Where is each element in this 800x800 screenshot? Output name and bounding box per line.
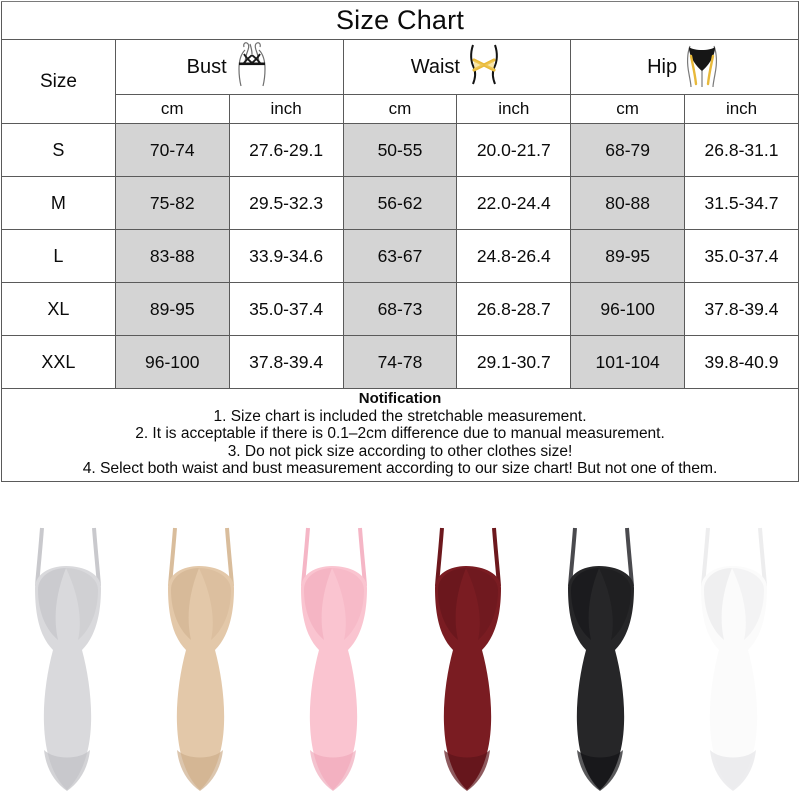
row-bust-in: 29.5-32.3	[228, 176, 344, 230]
row-size: XXL	[1, 335, 116, 389]
notification-item-4: 4. Select both waist and bust measuremen…	[82, 459, 718, 477]
table-row: XL 89-95 35.0-37.4 68-73 26.8-28.7 96-10…	[1, 282, 799, 336]
row-hip-in: 26.8-31.1	[684, 123, 799, 177]
title-row: Size Chart	[1, 1, 799, 40]
row-waist-cm: 74-78	[342, 335, 458, 389]
notification-item-2: 2. It is acceptable if there is 0.1–2cm …	[135, 425, 665, 443]
product-bodysuit-2	[267, 502, 400, 800]
page-title: Size Chart	[1, 1, 799, 40]
bodysuit-figure	[567, 527, 634, 791]
notification-title: Notification	[358, 390, 442, 407]
unit-header-row: cm inch cm inch cm inch	[2, 94, 799, 124]
row-waist-cm: 50-55	[342, 123, 458, 177]
hip-cm-header: cm	[570, 94, 686, 124]
table-row: S 70-74 27.6-29.1 50-55 20.0-21.7 68-79 …	[1, 123, 799, 177]
row-waist-in: 29.1-30.7	[456, 335, 572, 389]
row-hip-in: 31.5-34.7	[684, 176, 799, 230]
row-waist-cm: 68-73	[342, 282, 458, 336]
row-bust-in: 35.0-37.4	[228, 282, 344, 336]
row-hip-cm: 80-88	[570, 176, 686, 230]
row-hip-in: 35.0-37.4	[684, 229, 799, 283]
bodysuit-figure	[34, 527, 101, 791]
table-row: XXL 96-100 37.8-39.4 74-78 29.1-30.7 101…	[1, 335, 799, 389]
table-row: L 83-88 33.9-34.6 63-67 24.8-26.4 89-95 …	[1, 229, 799, 283]
notification-item-1: 1. Size chart is included the stretchabl…	[213, 407, 587, 425]
bust-group-header: Bust	[114, 39, 344, 95]
waist-cm-header: cm	[342, 94, 458, 124]
notification-item-3: 3. Do not pick size according to other c…	[227, 442, 573, 460]
row-waist-cm: 56-62	[342, 176, 458, 230]
size-chart-table: Size Chart Size Bust	[1, 1, 799, 482]
table-row: M 75-82 29.5-32.3 56-62 22.0-24.4 80-88 …	[1, 176, 799, 230]
notification-row: Notification 1. Size chart is included t…	[1, 388, 799, 482]
product-bodysuit-1	[133, 502, 266, 800]
bodysuit-figure	[701, 527, 768, 791]
product-bodysuit-3	[400, 502, 533, 800]
hip-group-header: Hip	[570, 39, 799, 95]
row-hip-cm: 68-79	[570, 123, 686, 177]
product-bodysuit-5	[666, 502, 799, 800]
row-size: M	[1, 176, 116, 230]
row-bust-in: 33.9-34.6	[228, 229, 344, 283]
row-waist-in: 22.0-24.4	[456, 176, 572, 230]
bra-measure-icon	[232, 41, 272, 93]
size-chart-table-wrapper: Size Chart Size Bust	[1, 1, 799, 482]
row-size: S	[1, 123, 116, 177]
row-waist-cm: 63-67	[342, 229, 458, 283]
notification-block: Notification 1. Size chart is included t…	[1, 388, 799, 482]
hip-label: Hip	[647, 56, 678, 78]
row-hip-cm: 101-104	[570, 335, 686, 389]
row-bust-cm: 89-95	[114, 282, 230, 336]
row-size: L	[1, 229, 116, 283]
row-bust-cm: 83-88	[114, 229, 230, 283]
bodysuit-figure	[167, 527, 234, 791]
product-bodysuit-4	[533, 502, 666, 800]
bodysuit-figure	[434, 527, 501, 791]
row-bust-cm: 96-100	[114, 335, 230, 389]
waist-inch-header: inch	[456, 94, 572, 124]
row-bust-in: 27.6-29.1	[228, 123, 344, 177]
size-column-header: Size	[1, 39, 116, 124]
product-bodysuit-0	[0, 502, 133, 800]
bodysuit-figure	[301, 527, 368, 791]
group-header-row: Size Bust	[1, 39, 799, 124]
row-hip-cm: 96-100	[570, 282, 686, 336]
row-hip-in: 39.8-40.9	[684, 335, 799, 389]
row-hip-cm: 89-95	[570, 229, 686, 283]
hip-inch-header: inch	[684, 94, 799, 124]
row-bust-cm: 75-82	[114, 176, 230, 230]
row-size: XL	[1, 282, 116, 336]
bust-label: Bust	[186, 56, 227, 78]
row-waist-in: 26.8-28.7	[456, 282, 572, 336]
product-color-strip	[0, 502, 800, 800]
row-hip-in: 37.8-39.4	[684, 282, 799, 336]
row-waist-in: 24.8-26.4	[456, 229, 572, 283]
bust-cm-header: cm	[114, 94, 230, 124]
bust-inch-header: inch	[228, 94, 344, 124]
panty-measure-icon	[682, 40, 722, 94]
waist-label: Waist	[410, 56, 460, 78]
waist-group-header: Waist	[342, 39, 572, 95]
waist-measure-icon	[465, 42, 503, 92]
row-waist-in: 20.0-21.7	[456, 123, 572, 177]
row-bust-cm: 70-74	[114, 123, 230, 177]
row-bust-in: 37.8-39.4	[228, 335, 344, 389]
